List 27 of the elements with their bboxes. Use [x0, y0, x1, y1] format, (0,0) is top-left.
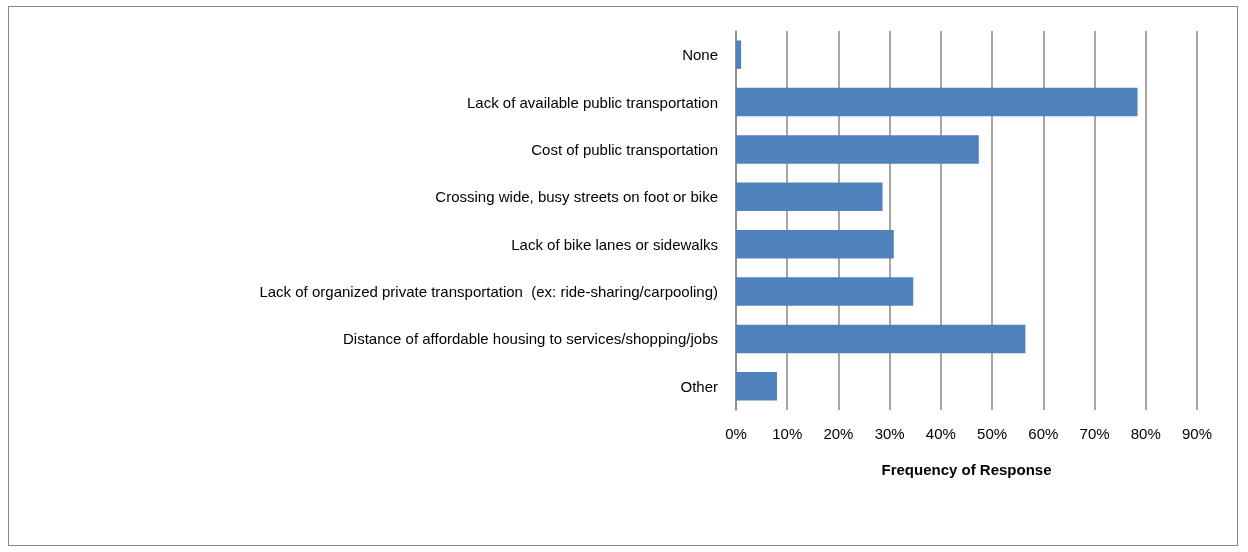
x-axis-title: Frequency of Response: [881, 461, 1052, 478]
x-tick-label: 20%: [823, 425, 854, 442]
bar: [736, 87, 1138, 117]
bar: [736, 324, 1026, 354]
x-tick-label: 60%: [1028, 425, 1059, 442]
x-tick-label: 30%: [874, 425, 905, 442]
bar: [736, 277, 914, 306]
y-tick-label: None: [682, 46, 718, 64]
bar: [736, 40, 742, 69]
y-tick-label: Cost of public transportation: [531, 140, 718, 158]
x-tick-label: 0%: [725, 425, 747, 442]
x-tick-label: 90%: [1181, 425, 1213, 442]
x-tick-label: 70%: [1079, 425, 1110, 442]
y-tick-label: Lack of organized private transportation (ex: ride-sharing/carpooling): [259, 283, 718, 301]
x-tick-label: 80%: [1130, 425, 1161, 442]
bar: [736, 229, 894, 259]
y-tick-label: Distance of affordable housing to services/shopping/jobs: [343, 330, 718, 348]
y-tick-label: Crossing wide, busy streets on foot or bike: [435, 188, 718, 206]
x-tick-label: 40%: [925, 425, 956, 442]
y-tick-label: Lack of bike lanes or sidewalks: [511, 235, 718, 253]
x-tick-label: 50%: [977, 425, 1008, 442]
bar: [736, 182, 883, 212]
y-tick-label: Other: [680, 377, 718, 395]
y-tick-label: Lack of available public transportation: [467, 93, 718, 111]
bar: [736, 135, 979, 164]
x-tick-label: 10%: [772, 425, 803, 442]
bar: [736, 372, 777, 401]
